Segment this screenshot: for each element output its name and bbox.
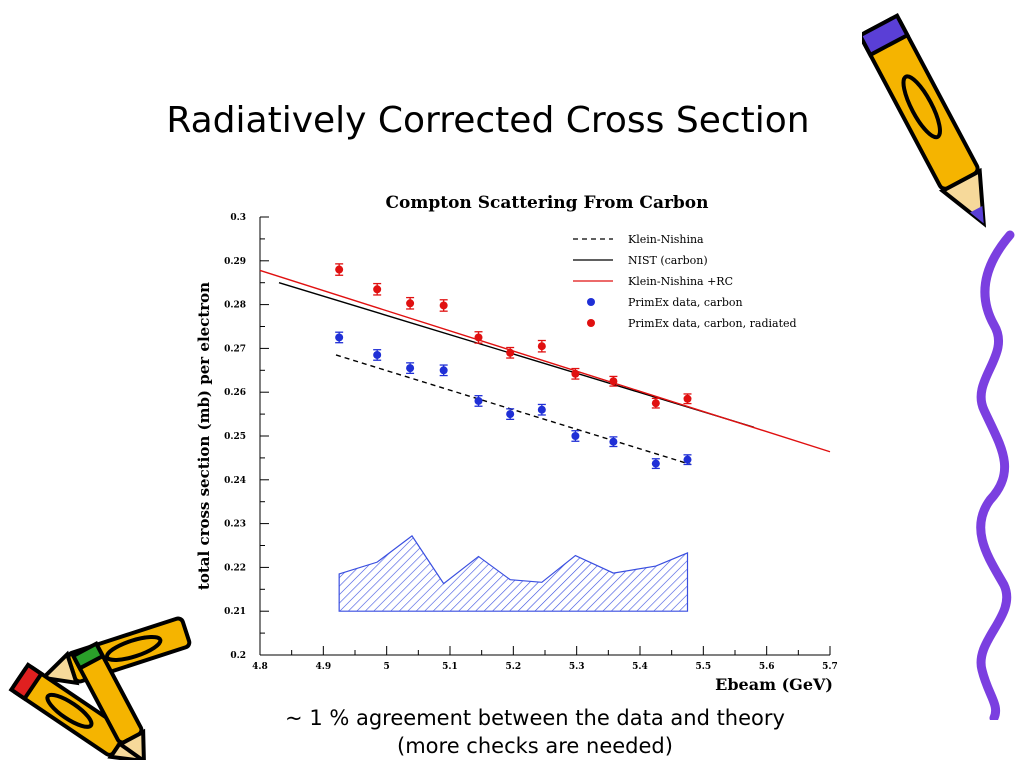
data-point [373,350,382,359]
data-point [335,265,344,274]
pencil-icon [8,616,192,760]
pencil-icon [862,13,987,228]
y-tick-label: 0.29 [224,257,246,267]
data-point [609,437,618,446]
data-point [651,399,660,408]
theory-line [335,354,691,466]
wavy-line-decoration [976,230,1015,720]
legend-marker [587,319,595,327]
x-axis-label: Ebeam (GeV) [715,675,833,694]
systematic-uncertainty-band [338,535,689,612]
chart-title: Compton Scattering From Carbon [385,193,708,213]
x-tick-label: 5.4 [632,662,648,672]
y-tick-label: 0.21 [224,607,246,617]
data-point [474,396,483,405]
x-tick-label: 5.5 [695,662,711,672]
legend-label: PrimEx data, carbon [628,296,743,309]
y-tick-label: 0.23 [224,520,246,530]
y-tick-label: 0.22 [224,563,246,573]
y-tick-label: 0.2 [230,651,246,661]
y-tick-label: 0.27 [224,344,246,354]
data-point [335,333,344,342]
data-point [683,455,692,464]
data-point [506,410,515,419]
legend-marker [587,298,595,306]
data-point [439,301,448,310]
y-tick-label: 0.26 [224,388,246,398]
x-tick-label: 5.6 [759,662,775,672]
theory-line [278,282,755,428]
cross-section-chart: 0.2 0.21 0.22 0.23 0.24 0.25 0.26 0.27 0.28 0.29 0… [195,193,838,694]
slide-title: Radiatively Corrected Cross Section [166,100,810,141]
data-point [651,459,660,468]
data-point [439,366,448,375]
data-point [406,299,415,308]
y-tick-label: 0.24 [224,476,246,486]
data-point [609,377,618,386]
data-point [571,432,580,440]
data-point [373,285,382,294]
legend-label: Klein-Nishina [628,233,704,246]
data-point [571,369,580,378]
data-point [406,364,415,373]
x-tick-label: 5.7 [822,662,838,672]
y-tick-label: 0.3 [230,213,246,223]
x-tick-label: 4.9 [315,662,331,672]
theory-line [259,269,831,453]
y-axis-label: total cross section (mb) per electron [195,282,213,590]
x-tick-label: 4.8 [252,662,268,672]
x-tick-label: 5.1 [442,662,458,672]
x-tick-label: 5.2 [505,662,521,672]
y-tick-label: 0.28 [224,301,246,311]
x-tick-label: 5.3 [569,662,585,672]
caption-line-1: ~ 1 % agreement between the data and the… [285,706,785,730]
x-tick-label: 5 [384,662,390,672]
y-tick-label: 0.25 [224,432,246,442]
data-point [537,342,546,351]
data-point [683,394,692,403]
legend-label: Klein-Nishina +RC [628,275,733,288]
legend-label: PrimEx data, carbon, radiated [628,317,797,330]
caption-line-2: (more checks are needed) [397,734,673,758]
data-point [474,333,483,342]
data-point [506,348,515,357]
caption: ~ 1 % agreement between the data and the… [250,704,820,760]
legend-label: NIST (carbon) [628,254,708,267]
data-point [537,405,546,414]
